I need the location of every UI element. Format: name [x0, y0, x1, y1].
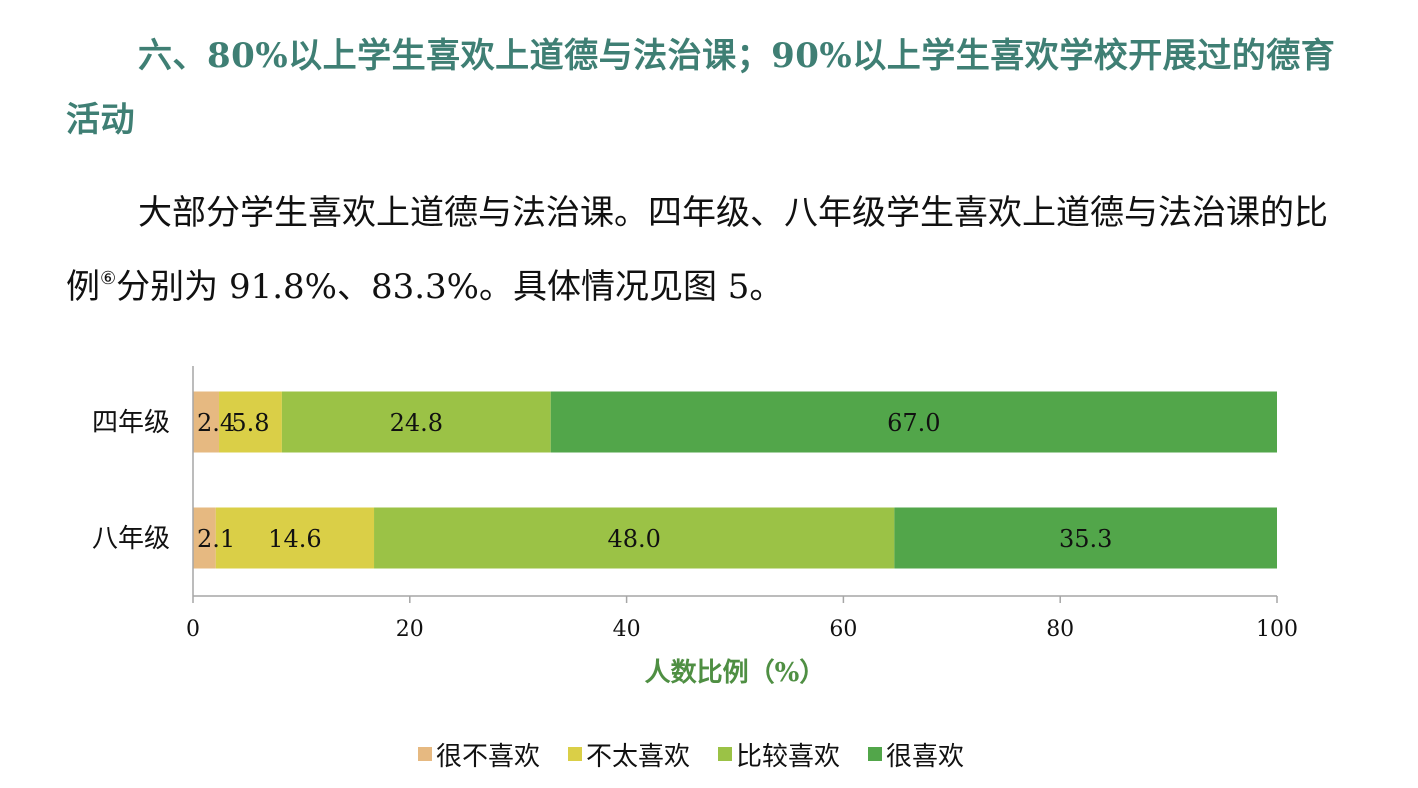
legend-item: 很喜欢 [868, 736, 964, 773]
footnote-marker: ⑥ [100, 268, 117, 289]
legend-item: 不太喜欢 [568, 736, 690, 773]
data-label: 2.1 [197, 525, 235, 553]
bar-segment [281, 391, 551, 453]
data-label: 2.4 [197, 409, 235, 437]
category-label: 八年级 [92, 524, 170, 554]
bar-segment [193, 507, 216, 569]
data-label: 35.3 [1059, 525, 1112, 553]
x-tick-label: 40 [613, 617, 641, 642]
chart-legend: 很不喜欢 不太喜欢 比较喜欢 很喜欢 [418, 734, 964, 774]
x-tick-label: 100 [1256, 617, 1298, 642]
legend-item: 比较喜欢 [718, 736, 840, 773]
bar-segment [215, 507, 375, 569]
data-label: 24.8 [390, 409, 443, 437]
data-label: 67.0 [887, 409, 940, 437]
legend-swatch [418, 747, 432, 761]
body-paragraph: 大部分学生喜欢上道德与法治课。四年级、八年级学生喜欢上道德与法治课的比例⑥分别为… [66, 180, 1356, 320]
x-tick-label: 60 [829, 617, 857, 642]
bar-segment [374, 507, 895, 569]
x-axis-title: 人数比例（%） [645, 658, 826, 688]
paragraph-text-2: 分别为 91.8%、83.3%。具体情况见图 5。 [116, 267, 784, 307]
bar-segment [219, 391, 282, 453]
data-label: 5.8 [231, 409, 269, 437]
legend-item: 很不喜欢 [418, 736, 540, 773]
data-label: 14.6 [268, 525, 321, 553]
bar-segment [894, 507, 1277, 569]
legend-swatch [718, 747, 733, 761]
bar-segment [550, 391, 1277, 453]
legend-label: 很不喜欢 [436, 741, 541, 772]
x-tick-label: 20 [396, 617, 424, 642]
paragraph-text-1: 大部分学生喜欢上道德与法治课。四年级、八年级学生喜欢上道德与法治课的比例 [66, 193, 1328, 307]
legend-swatch [868, 747, 883, 761]
x-tick-label: 80 [1046, 617, 1074, 642]
legend-swatch [568, 747, 583, 761]
data-label: 48.0 [607, 525, 660, 553]
bar-segment [193, 391, 220, 453]
section-heading: 六、80%以上学生喜欢上道德与法治课；90%以上学生喜欢学校开展过的德育活动 [66, 36, 1336, 140]
legend-label: 比较喜欢 [736, 741, 841, 772]
x-tick-label: 0 [186, 617, 200, 642]
legend-label: 很喜欢 [886, 741, 965, 772]
legend-label: 不太喜欢 [586, 741, 691, 772]
category-label: 四年级 [92, 408, 170, 438]
